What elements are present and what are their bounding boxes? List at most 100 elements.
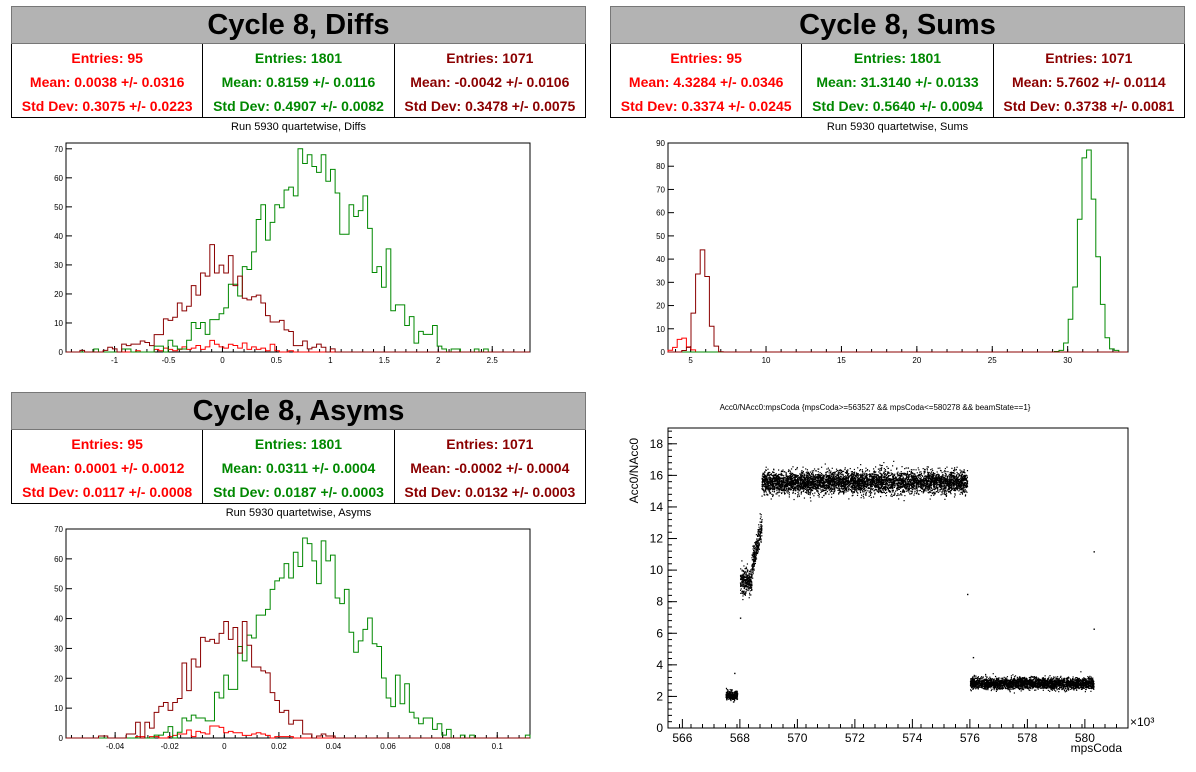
scatter-point <box>852 494 854 496</box>
scatter-point <box>814 476 816 478</box>
scatter-point <box>960 470 962 472</box>
scatter-point <box>965 490 967 492</box>
scatter-point <box>880 486 883 488</box>
scatter-point <box>921 474 923 477</box>
scatter-point <box>941 484 943 486</box>
scatter-point <box>873 490 875 492</box>
scatter-point <box>810 487 812 489</box>
scatter-point <box>854 489 857 491</box>
scatter-point <box>818 477 820 479</box>
scatter-point <box>927 481 929 483</box>
scatter-point <box>758 533 760 536</box>
scatter-point <box>797 480 799 483</box>
scatter-point <box>783 492 786 495</box>
scatter-point <box>914 474 916 476</box>
scatter-point <box>801 471 803 474</box>
scatter-point <box>944 482 946 484</box>
scatter-point <box>835 484 838 486</box>
scatter-point <box>908 474 910 476</box>
scatter-point <box>796 468 798 470</box>
scatter-point <box>828 474 830 477</box>
scatter-point <box>903 484 906 486</box>
scatter-point <box>819 471 821 474</box>
scatter-point <box>949 490 951 492</box>
scatter-point <box>761 535 763 537</box>
scatter-point <box>885 482 887 485</box>
scatter-point <box>761 526 763 528</box>
scatter-point <box>879 482 881 484</box>
stat-std: Std Dev: 0.0117 +/- 0.0008 <box>22 484 193 500</box>
scatter-point <box>937 482 939 484</box>
scatter-point <box>911 492 913 495</box>
scatter-point <box>821 490 823 493</box>
scatter-point <box>776 489 778 491</box>
scatter-point <box>888 475 890 477</box>
scatter-point <box>773 474 775 476</box>
scatter-point <box>954 482 956 484</box>
scatter-point <box>727 692 729 694</box>
sums-stats-green: Entries: 1801 Mean: 31.3140 +/- 0.0133 S… <box>802 44 994 117</box>
scatter-point <box>735 696 737 698</box>
scatter-point <box>925 478 927 480</box>
scatter-point <box>882 483 884 485</box>
scatter-point <box>755 543 757 545</box>
scatter-point <box>848 476 850 479</box>
scatter-point <box>940 480 943 482</box>
scatter-point <box>840 483 843 486</box>
scatter-point <box>765 469 767 471</box>
scatter-point <box>751 584 753 586</box>
scatter-point <box>742 595 744 597</box>
scatter-point <box>905 477 907 479</box>
scatter-point <box>862 489 864 491</box>
scatter-point <box>965 482 967 484</box>
scatter-point <box>789 485 791 487</box>
scatter-point <box>763 480 765 483</box>
scatter-point <box>961 472 963 474</box>
scatter-point <box>936 471 938 473</box>
scatter-point <box>733 694 735 696</box>
scatter-point <box>753 556 755 558</box>
scatter-point <box>962 490 965 492</box>
scatter-point <box>748 588 750 590</box>
scatter-point <box>855 480 857 482</box>
scatter-point <box>788 481 790 483</box>
scatter-point <box>768 475 771 477</box>
scatter-point <box>878 484 880 486</box>
scatter-point <box>826 468 828 470</box>
scatter-point <box>947 481 949 484</box>
scatter-point <box>895 476 897 478</box>
scatter-point <box>813 476 815 479</box>
scatter-point <box>953 488 955 490</box>
scatter-point <box>800 492 802 494</box>
scatter-point <box>838 485 840 487</box>
scatter-point <box>866 470 868 472</box>
scatter-point <box>743 576 745 578</box>
scatter-point <box>886 477 889 479</box>
scatter-point <box>951 479 953 481</box>
scatter-point <box>755 554 758 556</box>
scatter-point <box>825 474 827 476</box>
scatter-point <box>731 692 733 695</box>
scatter-point <box>869 474 871 476</box>
scatter-point <box>885 475 888 477</box>
scatter-point <box>752 559 755 561</box>
scatter-point <box>757 532 759 534</box>
scatter-point <box>843 480 845 482</box>
scatter-point <box>793 486 795 488</box>
scatter-point <box>870 476 872 478</box>
scatter-point <box>888 477 890 480</box>
stat-entries: Entries: 95 <box>71 50 143 66</box>
scatter-point <box>769 491 771 493</box>
scatter-point <box>761 495 763 497</box>
scatter-point <box>875 485 877 488</box>
scatter-point <box>939 469 942 472</box>
scatter-point <box>769 480 771 483</box>
scatter-point <box>806 484 809 487</box>
scatter-point <box>867 479 869 482</box>
scatter-point <box>902 481 905 483</box>
scatter-point <box>887 471 889 473</box>
scatter-point <box>897 482 899 484</box>
scatter-point <box>746 576 748 578</box>
scatter-point <box>826 485 828 487</box>
scatter-point <box>833 492 835 495</box>
